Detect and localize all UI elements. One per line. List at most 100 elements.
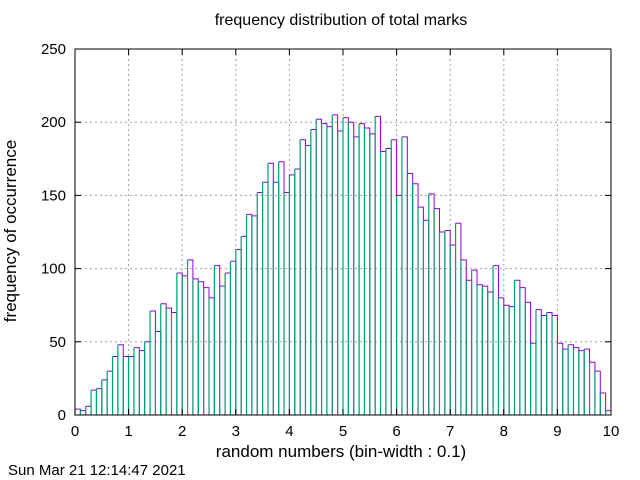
histogram-bar <box>358 123 365 415</box>
histogram-bar <box>315 118 323 415</box>
histogram-bar <box>219 285 226 415</box>
histogram-bar <box>594 370 601 415</box>
y-tick-label: 250 <box>41 41 66 58</box>
y-tick-label: 150 <box>41 187 66 204</box>
histogram-bar <box>556 342 564 415</box>
x-tick-label: 1 <box>124 423 132 440</box>
histogram-bar <box>428 193 435 415</box>
histogram-bar <box>267 162 274 415</box>
histogram-bar <box>374 115 382 415</box>
histogram-bar <box>476 284 483 415</box>
histogram-bar <box>331 114 339 415</box>
histogram-bar <box>181 275 189 415</box>
histogram-bar <box>186 259 194 415</box>
histogram-bar <box>256 191 264 415</box>
histogram-bar <box>492 265 499 415</box>
histogram-bar <box>235 249 242 415</box>
histogram-bar <box>454 222 462 415</box>
histogram-bar <box>229 260 237 415</box>
histogram-bar <box>540 314 548 415</box>
timestamp: Sun Mar 21 12:14:47 2021 <box>8 462 186 479</box>
histogram-bar <box>508 306 516 415</box>
y-tick-label: 50 <box>49 334 66 351</box>
histogram-bar <box>192 278 199 415</box>
histogram-bar <box>401 136 408 415</box>
histogram-bar <box>128 355 135 415</box>
histogram-bar <box>304 145 312 415</box>
histogram-bar <box>278 161 285 415</box>
x-tick-label: 6 <box>392 423 400 440</box>
histogram-bar <box>599 392 607 415</box>
histogram-bar <box>353 136 360 415</box>
histogram-bar <box>605 410 612 415</box>
histogram-bar <box>519 287 526 415</box>
histogram-bar <box>363 127 371 415</box>
histogram-bar <box>149 310 156 415</box>
x-tick-label: 8 <box>500 423 508 440</box>
histogram-bar <box>390 139 398 415</box>
histogram-bar <box>272 181 280 415</box>
histogram-bar <box>444 230 451 415</box>
histogram-bar <box>513 279 521 415</box>
histogram-bar <box>288 174 296 415</box>
y-tick-label: 200 <box>41 114 66 131</box>
histogram-bar <box>379 150 387 415</box>
x-tick-label: 5 <box>339 423 347 440</box>
histogram-bar <box>412 183 419 415</box>
histogram-bar <box>326 126 333 415</box>
histogram-bar <box>154 331 162 415</box>
histogram-bar <box>562 348 569 415</box>
histogram-bar <box>583 348 591 415</box>
chart-title: frequency distribution of total marks <box>215 12 468 29</box>
histogram-bar <box>283 191 290 415</box>
x-tick-label: 3 <box>232 423 240 440</box>
y-axis-label: frequency of occurrence <box>1 140 20 322</box>
histogram-bar <box>203 287 210 415</box>
histogram-bar <box>122 355 130 415</box>
histogram-bar <box>106 370 114 415</box>
y-tick-label: 0 <box>58 407 66 424</box>
histogram-bar <box>578 350 585 415</box>
histogram-bar <box>224 272 231 415</box>
histogram-bar <box>117 344 124 415</box>
histogram-bar <box>79 410 87 415</box>
histogram-bar <box>546 312 553 415</box>
histogram-bar <box>176 272 183 415</box>
histogram-bar <box>497 297 505 415</box>
histogram-bar <box>240 235 248 415</box>
histogram-bar <box>101 379 108 415</box>
histogram-bar <box>342 117 349 415</box>
histogram-bar <box>438 231 446 415</box>
y-tick-label: 100 <box>41 261 66 278</box>
histogram-bar <box>213 265 221 415</box>
histogram-bar <box>529 342 537 415</box>
histogram-bar <box>535 309 542 415</box>
histogram-bar <box>337 130 344 415</box>
histogram-bar <box>481 285 489 415</box>
histogram-bar <box>320 123 328 415</box>
x-tick-label: 4 <box>285 423 293 440</box>
histogram-bar <box>487 291 494 415</box>
histogram-bar <box>299 139 306 415</box>
histogram-bar <box>588 361 596 415</box>
histogram-bar <box>111 355 119 415</box>
histogram-bar <box>396 194 403 415</box>
histogram-bar <box>310 129 317 415</box>
histogram-bar <box>133 347 140 415</box>
histogram-bar <box>262 181 269 415</box>
x-tick-label: 9 <box>553 423 561 440</box>
histogram-bar <box>385 148 392 415</box>
histogram-bar <box>251 215 258 415</box>
x-tick-label: 2 <box>178 423 186 440</box>
histogram-bar <box>245 213 253 415</box>
histogram-bar <box>208 297 215 415</box>
histogram-bar <box>138 350 146 415</box>
histogram-bar <box>465 279 473 415</box>
histogram-bar <box>144 341 151 415</box>
histogram-bar <box>90 389 97 415</box>
histogram-bar <box>471 269 478 415</box>
histogram-bar <box>422 219 430 415</box>
histogram-bar <box>95 388 103 415</box>
